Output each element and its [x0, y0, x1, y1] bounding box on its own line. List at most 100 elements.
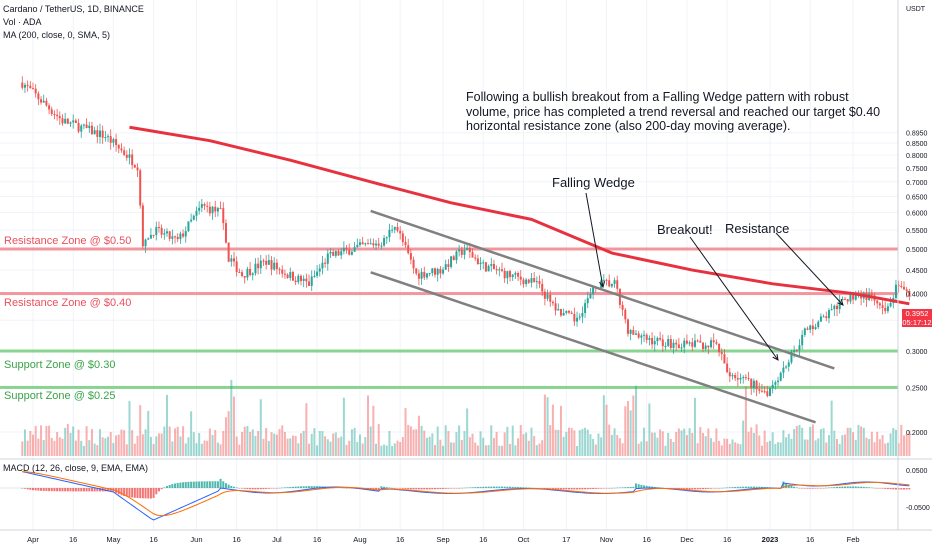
x-tick-label: Jun [190, 535, 202, 544]
volume-bar [479, 431, 482, 456]
macd-histogram-bar [594, 488, 597, 489]
volume-bar [509, 443, 512, 456]
macd-histogram-bar [806, 488, 809, 489]
volume-bar [278, 429, 281, 456]
volume-bar [616, 435, 619, 456]
macd-histogram-bar [484, 486, 487, 488]
candle-body [736, 378, 739, 380]
macd-histogram-bar [439, 488, 442, 490]
zone-line [0, 385, 898, 389]
candle-body [728, 372, 731, 377]
macd-histogram-bar [123, 488, 126, 497]
macd-histogram-bar [187, 481, 190, 488]
candle-body [535, 281, 538, 283]
volume-bar [683, 428, 686, 456]
volume-bar [326, 439, 329, 456]
candle-body [656, 337, 659, 342]
volume-bar [289, 438, 292, 456]
volume-bar [723, 438, 726, 456]
candle-body [517, 273, 520, 277]
macd-histogram-bar [680, 488, 683, 490]
volume-bar [852, 432, 855, 456]
macd-histogram-bar [90, 488, 93, 492]
volume-bar [434, 445, 436, 456]
volume-bar [375, 443, 378, 456]
macd-histogram-bar [490, 486, 493, 488]
candle-body [827, 310, 830, 319]
macd-histogram-bar [798, 487, 801, 489]
macd-legend[interactable]: MACD (12, 26, close, 9, EMA, EMA) [3, 463, 149, 473]
macd-histogram-bar [412, 488, 415, 490]
volume-bar [391, 445, 394, 456]
candle-body [578, 316, 581, 318]
volume-bar [318, 431, 321, 456]
volume-bar [669, 438, 672, 456]
volume-bar [66, 424, 69, 456]
candle-body [643, 334, 646, 336]
candle-body [852, 294, 855, 300]
macd-histogram-bar [527, 487, 530, 489]
candle-body [841, 298, 844, 301]
macd-histogram-bar [233, 486, 235, 488]
candle-body [626, 319, 629, 334]
candle-body [160, 227, 163, 235]
candle-body [326, 253, 329, 264]
volume-bar [423, 430, 426, 456]
macd-histogram-bar [82, 488, 85, 492]
macd-histogram-bar [522, 487, 525, 488]
candle-body [889, 302, 892, 307]
volume-bar [313, 428, 316, 456]
candle-body [115, 139, 118, 146]
volume-bar [822, 428, 825, 456]
macd-histogram-bar [752, 486, 755, 488]
macd-histogram-bar [785, 483, 788, 488]
macd-histogram-bar [174, 483, 177, 488]
macd-histogram-bar [278, 487, 281, 489]
candle-body [334, 251, 337, 256]
symbol-legend[interactable]: Cardano / TetherUS, 1D, BINANCE [3, 4, 144, 14]
candle-body [241, 272, 244, 276]
candle-body [144, 239, 147, 247]
macd-histogram-bar [399, 488, 402, 489]
volume-bar [860, 426, 863, 456]
candle-body [501, 269, 503, 271]
volume-bar [425, 437, 428, 456]
macd-histogram-bar [455, 488, 458, 489]
macd-histogram-bar [171, 484, 174, 488]
volume-bar [530, 427, 533, 456]
macd-histogram-bar [281, 487, 284, 489]
candle-body [176, 236, 179, 240]
ma-legend[interactable]: MA (200, close, 0, SMA, 5) [3, 30, 111, 40]
zone-label-0.25: Support Zone @ $0.25 [4, 390, 116, 402]
candle-body [163, 233, 166, 235]
macd-histogram-bar [423, 488, 426, 490]
macd-histogram-bar [136, 488, 139, 498]
macd-histogram-bar [825, 487, 828, 489]
candle-body [551, 301, 554, 304]
last-price: 0.3952 [905, 309, 929, 318]
volume-bar [211, 434, 214, 456]
candle-body [685, 340, 688, 344]
candle-body [61, 118, 64, 124]
macd-histogram-bar [275, 488, 278, 489]
volume-bar [337, 437, 340, 456]
macd-histogram-bar [120, 488, 123, 496]
volume-bar [610, 434, 613, 456]
candle-body [801, 334, 804, 346]
candle-body [294, 280, 297, 283]
volume-bar [96, 445, 99, 456]
volume-legend[interactable]: Vol · ADA [3, 17, 42, 27]
macd-histogram-bar [519, 487, 522, 488]
macd-histogram-bar [718, 488, 721, 489]
candle-body [257, 263, 260, 269]
macd-histogram-bar [586, 488, 589, 490]
macd-histogram-bar [182, 482, 185, 488]
macd-histogram-bar [707, 488, 710, 489]
volume-bar [862, 427, 865, 456]
macd-histogram-bar [297, 486, 300, 488]
macd-histogram-bar [270, 488, 273, 489]
candle-body [64, 118, 67, 124]
volume-bar [380, 445, 383, 456]
macd-histogram-bar [409, 488, 412, 490]
